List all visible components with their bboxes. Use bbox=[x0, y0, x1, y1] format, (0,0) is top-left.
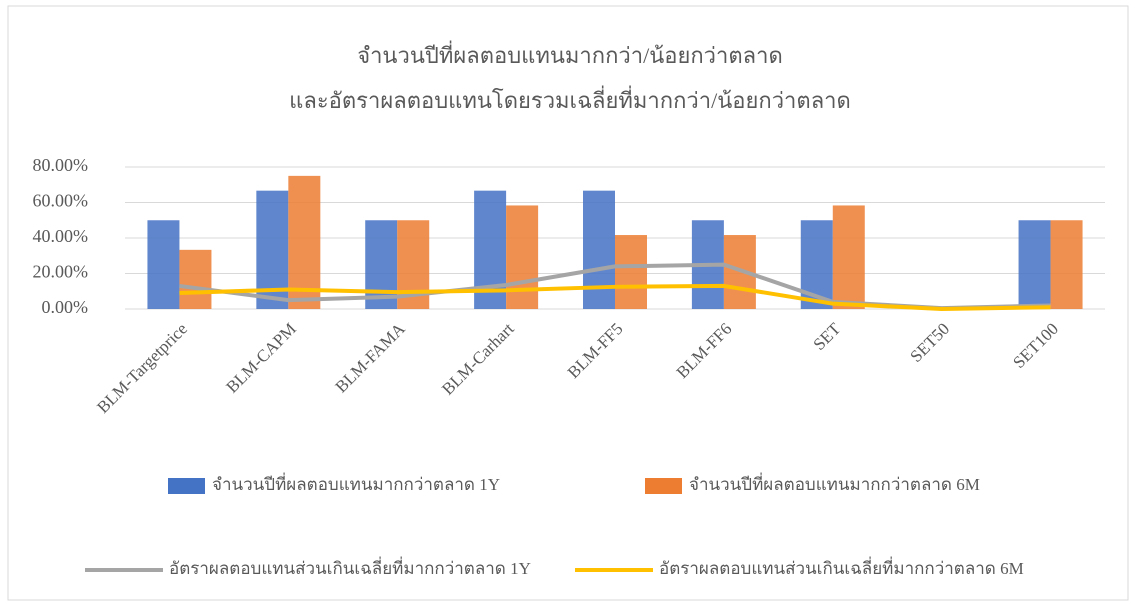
chart-title: จำนวนปีที่ผลตอบแทนมากกว่า/น้อยกว่าตลาด bbox=[357, 40, 783, 68]
y-tick-label: 40.00% bbox=[33, 226, 89, 246]
legend-label: จำนวนปีที่ผลตอบแทนมากกว่าตลาด 1Y bbox=[212, 472, 500, 494]
y-tick-label: 60.00% bbox=[33, 191, 89, 211]
y-tick-label: 0.00% bbox=[42, 297, 89, 317]
bar bbox=[179, 249, 212, 309]
legend-label: จำนวนปีที่ผลตอบแทนมากกว่าตลาด 6M bbox=[689, 472, 980, 494]
bar bbox=[1050, 220, 1083, 309]
bar bbox=[288, 175, 321, 309]
legend-swatch bbox=[168, 478, 205, 494]
bar bbox=[365, 220, 398, 309]
y-tick-label: 20.00% bbox=[33, 262, 89, 282]
bar bbox=[583, 190, 615, 309]
line bbox=[179, 283, 1051, 311]
legend-label: อัตราผลตอบแทนส่วนเกินเฉลี่ยที่มากกว่าตลา… bbox=[659, 556, 1024, 578]
bar bbox=[506, 205, 539, 309]
bar bbox=[147, 220, 180, 309]
chart-subtitle: และอัตราผลตอบแทนโดยรวมเฉลี่ยที่มากกว่า/น… bbox=[289, 85, 851, 113]
bar bbox=[1018, 220, 1051, 309]
y-tick-label: 80.00% bbox=[33, 155, 89, 175]
legend-label: อัตราผลตอบแทนส่วนเกินเฉลี่ยที่มากกว่าตลา… bbox=[169, 556, 531, 578]
bar bbox=[615, 235, 647, 309]
bar bbox=[832, 205, 865, 309]
legend-swatch bbox=[645, 478, 682, 494]
